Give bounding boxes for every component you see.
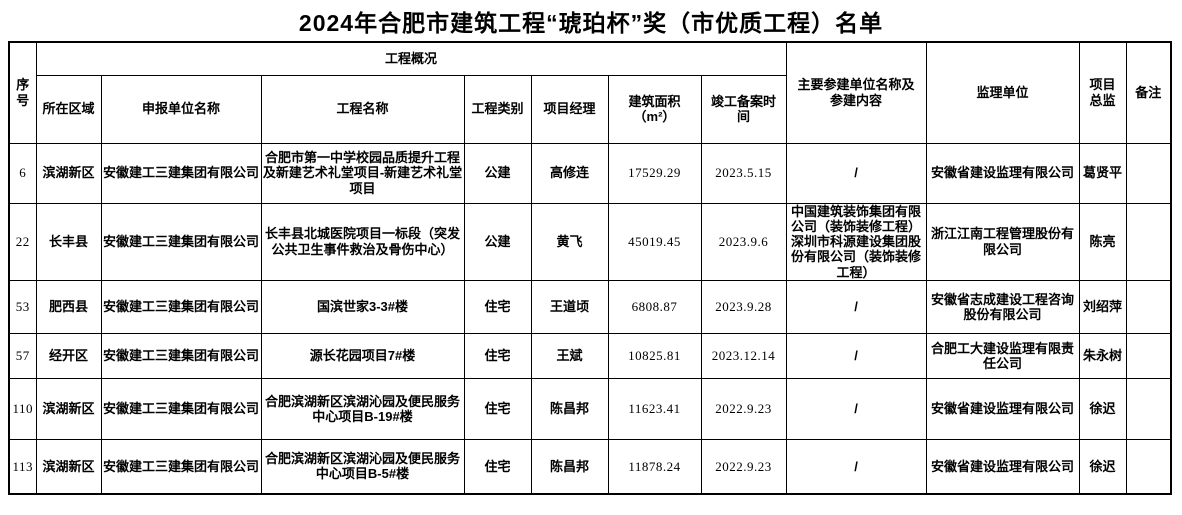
col-header-project-name: 工程名称 bbox=[260, 74, 465, 144]
cell-category: 公建 bbox=[463, 202, 532, 282]
cell-project-name: 源长花园项目7#楼 bbox=[260, 333, 465, 380]
table-row: 110 滨湖新区 安徽建工三建集团有限公司 合肥滨湖新区滨湖沁园及便民服务中心项… bbox=[8, 378, 1172, 441]
cell-region: 长丰县 bbox=[35, 202, 102, 282]
col-header-participants: 主要参建单位名称及 参建内容 bbox=[785, 41, 927, 144]
cell-area: 11878.24 bbox=[607, 439, 702, 495]
cell-category: 住宅 bbox=[463, 378, 532, 441]
cell-supervision-unit: 浙江江南工程管理股份有限公司 bbox=[925, 202, 1080, 282]
cell-region: 肥西县 bbox=[35, 280, 102, 335]
cell-supervision-unit: 安徽省志成建设工程咨询股份有限公司 bbox=[925, 280, 1080, 335]
cell-serial: 22 bbox=[8, 202, 37, 282]
header-row-top: 序号 工程概况 主要参建单位名称及 参建内容 监理单位 项目 总监 备注 bbox=[8, 41, 1172, 144]
cell-remark bbox=[1125, 280, 1172, 335]
cell-applicant: 安徽建工三建集团有限公司 bbox=[100, 142, 262, 204]
cell-project-name: 合肥滨湖新区滨湖沁园及便民服务中心项目B-5#楼 bbox=[260, 439, 465, 495]
cell-applicant: 安徽建工三建集团有限公司 bbox=[100, 378, 262, 441]
col-header-applicant: 申报单位名称 bbox=[100, 74, 262, 144]
cell-chief-supervisor: 陈亮 bbox=[1078, 202, 1127, 282]
cell-completion-date: 2022.9.23 bbox=[700, 439, 787, 495]
col-header-supervision-unit: 监理单位 bbox=[925, 41, 1080, 144]
cell-remark bbox=[1125, 333, 1172, 380]
table-row: 113 滨湖新区 安徽建工三建集团有限公司 合肥滨湖新区滨湖沁园及便民服务中心项… bbox=[8, 439, 1172, 495]
cell-category: 住宅 bbox=[463, 439, 532, 495]
cell-region: 滨湖新区 bbox=[35, 142, 102, 204]
cell-manager: 王道顷 bbox=[530, 280, 609, 335]
cell-participants: / bbox=[785, 378, 927, 441]
header-row-sub: 所在区域 申报单位名称 工程名称 工程类别 项目经理 建筑面积 （m²） 竣工备… bbox=[9, 74, 1171, 144]
cell-completion-date: 2023.12.14 bbox=[700, 333, 787, 380]
col-header-manager: 项目经理 bbox=[530, 74, 609, 144]
col-header-serial: 序号 bbox=[8, 41, 37, 144]
col-header-chief-supervisor: 项目 总监 bbox=[1078, 41, 1127, 144]
cell-participants: / bbox=[785, 333, 927, 380]
cell-category: 住宅 bbox=[463, 333, 532, 380]
cell-completion-date: 2023.9.6 bbox=[700, 202, 787, 282]
cell-region: 滨湖新区 bbox=[35, 378, 102, 441]
cell-supervision-unit: 安徽省建设监理有限公司 bbox=[925, 439, 1080, 495]
cell-participants: / bbox=[785, 142, 927, 204]
cell-serial: 57 bbox=[8, 333, 37, 380]
cell-area: 45019.45 bbox=[607, 202, 702, 282]
cell-remark bbox=[1125, 202, 1172, 282]
cell-category: 公建 bbox=[463, 142, 532, 204]
col-header-region: 所在区域 bbox=[35, 74, 102, 144]
cell-participants: / bbox=[785, 439, 927, 495]
table-row: 57 经开区 安徽建工三建集团有限公司 源长花园项目7#楼 住宅 王斌 1082… bbox=[8, 333, 1172, 380]
awards-table: 序号 工程概况 主要参建单位名称及 参建内容 监理单位 项目 总监 备注 所在区… bbox=[8, 41, 1172, 495]
cell-participants: 中国建筑装饰集团有限公司（装饰装修工程） 深圳市科源建设集团股份有限公司（装饰装… bbox=[785, 202, 927, 282]
cell-area: 11623.41 bbox=[607, 378, 702, 441]
cell-supervision-unit: 安徽省建设监理有限公司 bbox=[925, 378, 1080, 441]
table-row: 53 肥西县 安徽建工三建集团有限公司 国滨世家3-3#楼 住宅 王道顷 680… bbox=[8, 280, 1172, 335]
cell-area: 10825.81 bbox=[607, 333, 702, 380]
page-title: 2024年合肥市建筑工程“琥珀杯”奖（市优质工程）名单 bbox=[298, 10, 884, 36]
col-header-category: 工程类别 bbox=[463, 74, 532, 144]
cell-supervision-unit: 安徽省建设监理有限公司 bbox=[925, 142, 1080, 204]
cell-category: 住宅 bbox=[463, 280, 532, 335]
cell-applicant: 安徽建工三建集团有限公司 bbox=[100, 280, 262, 335]
cell-serial: 113 bbox=[8, 439, 37, 495]
cell-project-name: 长丰县北城医院项目一标段（突发公共卫生事件救治及骨伤中心） bbox=[260, 202, 465, 282]
cell-remark bbox=[1125, 142, 1172, 204]
cell-completion-date: 2022.9.23 bbox=[700, 378, 787, 441]
col-header-area: 建筑面积 （m²） bbox=[607, 74, 702, 144]
col-header-remark: 备注 bbox=[1125, 41, 1172, 144]
col-header-completion-date: 竣工备案时 间 bbox=[700, 74, 787, 144]
cell-applicant: 安徽建工三建集团有限公司 bbox=[100, 202, 262, 282]
cell-serial: 110 bbox=[8, 378, 37, 441]
cell-supervision-unit: 合肥工大建设监理有限责任公司 bbox=[925, 333, 1080, 380]
cell-completion-date: 2023.5.15 bbox=[700, 142, 787, 204]
cell-remark bbox=[1125, 378, 1172, 441]
cell-completion-date: 2023.9.28 bbox=[700, 280, 787, 335]
cell-chief-supervisor: 朱永树 bbox=[1078, 333, 1127, 380]
cell-remark bbox=[1125, 439, 1172, 495]
cell-region: 经开区 bbox=[35, 333, 102, 380]
cell-area: 6808.87 bbox=[607, 280, 702, 335]
cell-serial: 53 bbox=[8, 280, 37, 335]
cell-manager: 王斌 bbox=[530, 333, 609, 380]
cell-chief-supervisor: 徐迟 bbox=[1078, 378, 1127, 441]
cell-area: 17529.29 bbox=[607, 142, 702, 204]
cell-manager: 陈昌邦 bbox=[530, 439, 609, 495]
col-header-overview: 工程概况 bbox=[35, 41, 787, 76]
cell-participants: / bbox=[785, 280, 927, 335]
cell-project-name: 合肥滨湖新区滨湖沁园及便民服务中心项目B-19#楼 bbox=[260, 378, 465, 441]
cell-applicant: 安徽建工三建集团有限公司 bbox=[100, 333, 262, 380]
cell-applicant: 安徽建工三建集团有限公司 bbox=[100, 439, 262, 495]
cell-manager: 陈昌邦 bbox=[530, 378, 609, 441]
cell-chief-supervisor: 葛贤平 bbox=[1078, 142, 1127, 204]
cell-region: 滨湖新区 bbox=[35, 439, 102, 495]
table-row: 6 滨湖新区 安徽建工三建集团有限公司 合肥市第一中学校园品质提升工程及新建艺术… bbox=[8, 142, 1172, 204]
cell-manager: 高修连 bbox=[530, 142, 609, 204]
table-row: 22 长丰县 安徽建工三建集团有限公司 长丰县北城医院项目一标段（突发公共卫生事… bbox=[8, 202, 1172, 282]
cell-chief-supervisor: 徐迟 bbox=[1078, 439, 1127, 495]
cell-manager: 黄飞 bbox=[530, 202, 609, 282]
cell-project-name: 国滨世家3-3#楼 bbox=[260, 280, 465, 335]
cell-chief-supervisor: 刘绍萍 bbox=[1078, 280, 1127, 335]
cell-project-name: 合肥市第一中学校园品质提升工程及新建艺术礼堂项目-新建艺术礼堂项目 bbox=[260, 142, 465, 204]
cell-serial: 6 bbox=[8, 142, 37, 204]
